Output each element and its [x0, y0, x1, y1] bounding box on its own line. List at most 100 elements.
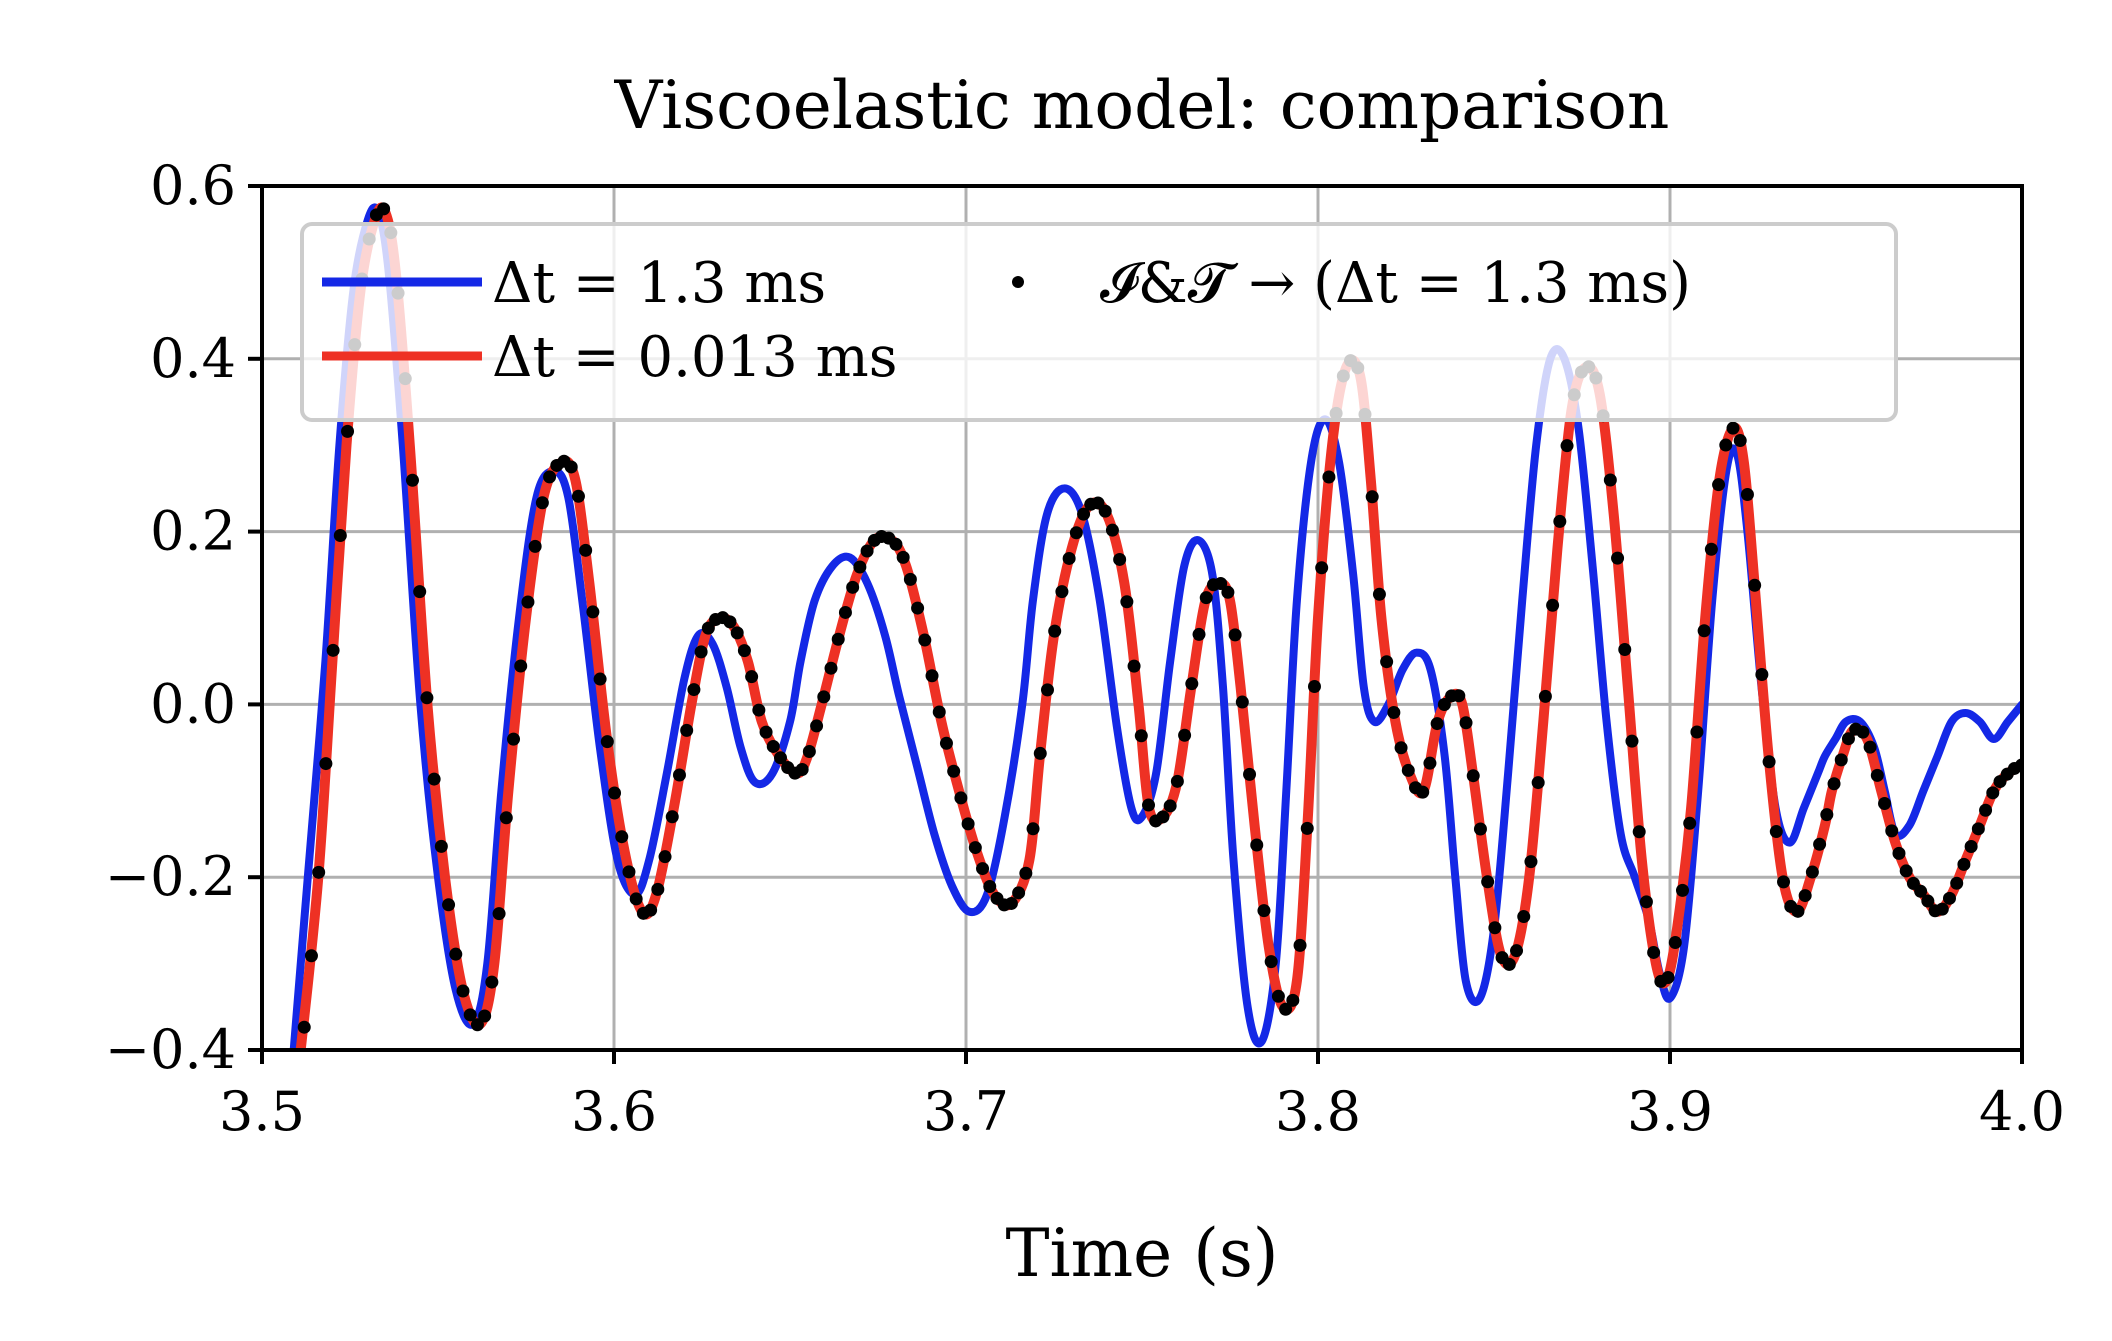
data-point-184 — [1625, 734, 1639, 748]
data-point-196 — [1712, 478, 1726, 492]
data-point-0 — [297, 1020, 311, 1034]
data-point-73 — [824, 661, 838, 675]
data-point-124 — [1192, 627, 1206, 641]
data-point-87 — [925, 669, 939, 683]
data-point-94 — [976, 862, 990, 876]
chart-title: Viscoelastic model: comparison — [614, 67, 1670, 144]
data-point-161 — [1459, 716, 1473, 730]
data-point-122 — [1178, 728, 1192, 742]
data-point-107 — [1069, 526, 1083, 540]
data-point-27 — [492, 907, 506, 921]
data-point-91 — [954, 791, 968, 805]
data-point-65 — [766, 739, 780, 753]
data-point-137 — [1286, 993, 1300, 1007]
data-point-157 — [1430, 717, 1444, 731]
data-point-187 — [1647, 945, 1661, 959]
data-point-125 — [1199, 591, 1213, 605]
data-point-212 — [1827, 777, 1841, 791]
data-point-31 — [521, 595, 535, 609]
data-point-209 — [1805, 865, 1819, 879]
data-point-207 — [1791, 904, 1805, 918]
legend: Δt = 1.3 ms Δt = 0.013 ms 𝓘&𝓣 → (Δt = 1.… — [300, 222, 1898, 422]
data-point-164 — [1481, 875, 1495, 889]
data-point-42 — [600, 735, 614, 749]
data-point-93 — [968, 841, 982, 855]
data-point-140 — [1307, 679, 1321, 693]
data-point-43 — [608, 786, 622, 800]
data-point-201 — [1748, 578, 1762, 592]
data-point-105 — [1055, 585, 1069, 599]
data-point-59 — [723, 615, 737, 629]
data-point-129 — [1228, 628, 1242, 642]
data-point-172 — [1538, 689, 1552, 703]
data-point-151 — [1387, 706, 1401, 720]
data-point-112 — [1105, 523, 1119, 537]
data-point-138 — [1293, 938, 1307, 952]
data-point-17 — [420, 691, 434, 705]
data-point-24 — [470, 1018, 484, 1032]
data-point-26 — [485, 975, 499, 989]
y-tick-label-3: 0.2 — [150, 500, 236, 563]
data-point-219 — [1878, 796, 1892, 810]
data-point-136 — [1279, 1002, 1293, 1016]
data-point-64 — [759, 725, 773, 739]
data-point-221 — [1892, 846, 1906, 860]
data-point-23 — [463, 1008, 477, 1022]
data-point-61 — [737, 644, 751, 658]
data-point-165 — [1488, 921, 1502, 935]
data-point-99 — [1012, 886, 1026, 900]
data-point-158 — [1437, 697, 1451, 711]
data-point-222 — [1899, 864, 1913, 878]
y-tick-label-5: 0.6 — [150, 154, 236, 217]
data-point-116 — [1134, 729, 1148, 743]
y-tick-label-2: 0.0 — [150, 672, 236, 735]
data-point-74 — [831, 632, 845, 646]
data-point-203 — [1762, 755, 1776, 769]
data-point-193 — [1690, 725, 1704, 739]
data-point-25 — [478, 1009, 492, 1023]
legend-box — [300, 222, 1898, 422]
data-point-34 — [543, 470, 557, 484]
x-tick-label-4: 3.9 — [1627, 1080, 1713, 1143]
data-point-198 — [1726, 421, 1740, 435]
data-point-56 — [701, 621, 715, 635]
data-point-218 — [1870, 768, 1884, 782]
data-point-220 — [1885, 824, 1899, 838]
data-point-120 — [1163, 799, 1177, 813]
data-point-70 — [802, 745, 816, 759]
data-point-213 — [1834, 753, 1848, 767]
data-point-71 — [810, 719, 824, 733]
legend-label-series-3: 𝓘&𝓣 → (Δt = 1.3 ms) — [1100, 251, 1691, 316]
data-point-33 — [535, 496, 549, 510]
data-point-227 — [1935, 902, 1949, 916]
data-point-192 — [1683, 816, 1697, 830]
data-point-52 — [672, 768, 686, 782]
data-point-3 — [319, 757, 333, 771]
data-point-86 — [918, 633, 932, 647]
data-point-195 — [1704, 542, 1718, 556]
data-point-204 — [1769, 825, 1783, 839]
data-point-229 — [1950, 876, 1964, 890]
data-point-208 — [1798, 889, 1812, 903]
data-point-101 — [1026, 822, 1040, 836]
data-point-63 — [752, 703, 766, 717]
data-point-191 — [1675, 883, 1689, 897]
data-point-202 — [1755, 667, 1769, 681]
data-point-152 — [1394, 741, 1408, 755]
data-point-40 — [586, 605, 600, 619]
data-point-132 — [1250, 838, 1264, 852]
data-point-51 — [665, 810, 679, 824]
data-point-2 — [312, 865, 326, 879]
data-point-186 — [1639, 895, 1653, 909]
data-point-175 — [1560, 439, 1574, 453]
data-point-153 — [1401, 763, 1415, 777]
data-point-156 — [1423, 756, 1437, 770]
data-point-32 — [528, 539, 542, 553]
data-point-38 — [571, 489, 585, 503]
data-point-89 — [939, 736, 953, 750]
y-axis: −0.4 −0.2 0.0 0.2 0.4 0.6 — [105, 154, 262, 1081]
data-point-44 — [615, 830, 629, 844]
data-point-78 — [860, 544, 874, 558]
x-tick-label-0: 3.5 — [219, 1080, 305, 1143]
